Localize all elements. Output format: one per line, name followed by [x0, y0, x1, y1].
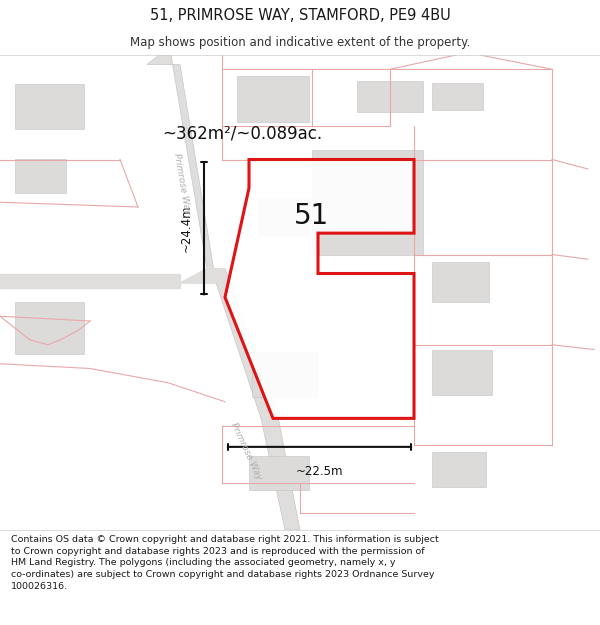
- Bar: [357, 81, 423, 112]
- Bar: [15, 159, 66, 192]
- Text: 51, PRIMROSE WAY, STAMFORD, PE9 4BU: 51, PRIMROSE WAY, STAMFORD, PE9 4BU: [149, 8, 451, 23]
- Text: ~22.5m: ~22.5m: [296, 465, 343, 478]
- Bar: [432, 84, 483, 109]
- Text: Contains OS data © Crown copyright and database right 2021. This information is : Contains OS data © Crown copyright and d…: [11, 535, 439, 591]
- Bar: [252, 352, 318, 397]
- Polygon shape: [180, 269, 300, 530]
- Bar: [15, 84, 84, 129]
- Text: Primrose Way: Primrose Way: [229, 422, 263, 482]
- Text: 51: 51: [295, 202, 329, 231]
- Bar: [249, 456, 309, 489]
- Polygon shape: [0, 274, 180, 288]
- Polygon shape: [147, 55, 228, 283]
- Bar: [15, 302, 84, 354]
- Polygon shape: [225, 159, 414, 418]
- Text: Map shows position and indicative extent of the property.: Map shows position and indicative extent…: [130, 36, 470, 49]
- Bar: [237, 76, 309, 121]
- Text: Primrose Way: Primrose Way: [172, 152, 191, 214]
- Polygon shape: [180, 269, 225, 283]
- Bar: [312, 150, 423, 254]
- Bar: [432, 349, 492, 394]
- Bar: [258, 198, 309, 236]
- Bar: [432, 262, 489, 302]
- Bar: [432, 452, 486, 488]
- Text: ~24.4m: ~24.4m: [180, 204, 193, 252]
- Text: ~362m²/~0.089ac.: ~362m²/~0.089ac.: [162, 124, 322, 142]
